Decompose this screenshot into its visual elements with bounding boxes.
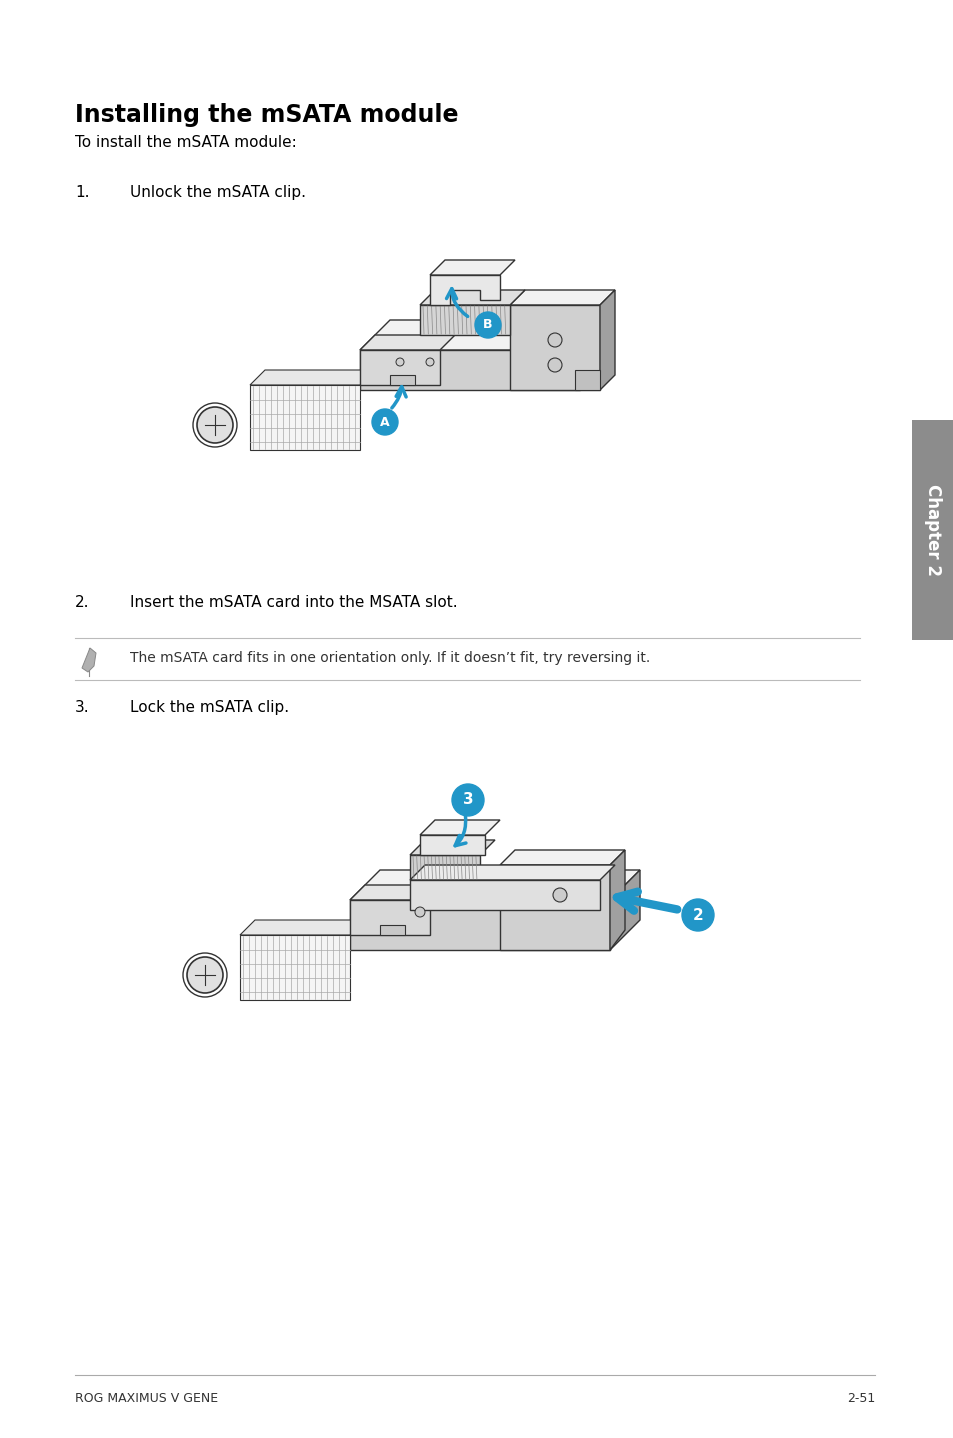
Text: B: B (483, 318, 493, 332)
Text: ROG MAXIMUS V GENE: ROG MAXIMUS V GENE (75, 1392, 218, 1405)
Circle shape (452, 784, 483, 815)
Text: 1.: 1. (75, 186, 90, 200)
Text: Installing the mSATA module: Installing the mSATA module (75, 104, 458, 127)
Polygon shape (419, 835, 484, 856)
Polygon shape (359, 335, 455, 349)
Polygon shape (359, 349, 439, 385)
Polygon shape (350, 900, 609, 951)
Circle shape (187, 958, 223, 994)
Polygon shape (419, 820, 499, 835)
Polygon shape (390, 375, 415, 385)
Text: Insert the mSATA card into the MSATA slot.: Insert the mSATA card into the MSATA slo… (130, 595, 457, 610)
Text: 2-51: 2-51 (846, 1392, 874, 1405)
Polygon shape (510, 305, 599, 390)
Text: Unlock the mSATA clip.: Unlock the mSATA clip. (130, 186, 306, 200)
Polygon shape (410, 856, 479, 880)
Polygon shape (359, 349, 579, 390)
Circle shape (415, 907, 424, 917)
Text: 3.: 3. (75, 700, 90, 715)
Polygon shape (350, 870, 639, 900)
Text: Lock the mSATA clip.: Lock the mSATA clip. (130, 700, 289, 715)
Text: A: A (380, 416, 390, 429)
Text: The mSATA card fits in one orientation only. If it doesn’t fit, try reversing it: The mSATA card fits in one orientation o… (130, 651, 650, 664)
Text: 2: 2 (692, 907, 702, 923)
Polygon shape (430, 275, 499, 305)
Polygon shape (82, 649, 96, 672)
FancyBboxPatch shape (911, 420, 953, 640)
Circle shape (372, 408, 397, 436)
Polygon shape (510, 290, 615, 305)
Polygon shape (430, 260, 515, 275)
Polygon shape (250, 370, 375, 385)
Circle shape (553, 889, 566, 902)
Polygon shape (579, 321, 609, 390)
Polygon shape (359, 321, 609, 349)
Circle shape (547, 334, 561, 347)
Circle shape (475, 312, 500, 338)
Polygon shape (410, 880, 599, 910)
Circle shape (395, 358, 403, 367)
Text: To install the mSATA module:: To install the mSATA module: (75, 135, 296, 150)
Polygon shape (240, 920, 365, 935)
Polygon shape (499, 866, 609, 951)
Polygon shape (410, 866, 615, 880)
Polygon shape (240, 935, 350, 999)
Text: Chapter 2: Chapter 2 (923, 485, 941, 577)
Polygon shape (575, 370, 599, 390)
Polygon shape (350, 884, 444, 900)
Polygon shape (609, 870, 639, 951)
Text: 2.: 2. (75, 595, 90, 610)
Polygon shape (599, 290, 615, 390)
Circle shape (426, 358, 434, 367)
Text: 3: 3 (462, 792, 473, 808)
Polygon shape (350, 900, 430, 935)
Polygon shape (499, 850, 624, 866)
Circle shape (196, 407, 233, 443)
Polygon shape (250, 385, 359, 450)
Polygon shape (419, 290, 524, 305)
Polygon shape (609, 850, 624, 951)
Polygon shape (379, 925, 405, 935)
Circle shape (681, 899, 713, 930)
Circle shape (547, 358, 561, 372)
Polygon shape (410, 840, 495, 856)
Polygon shape (419, 305, 510, 335)
